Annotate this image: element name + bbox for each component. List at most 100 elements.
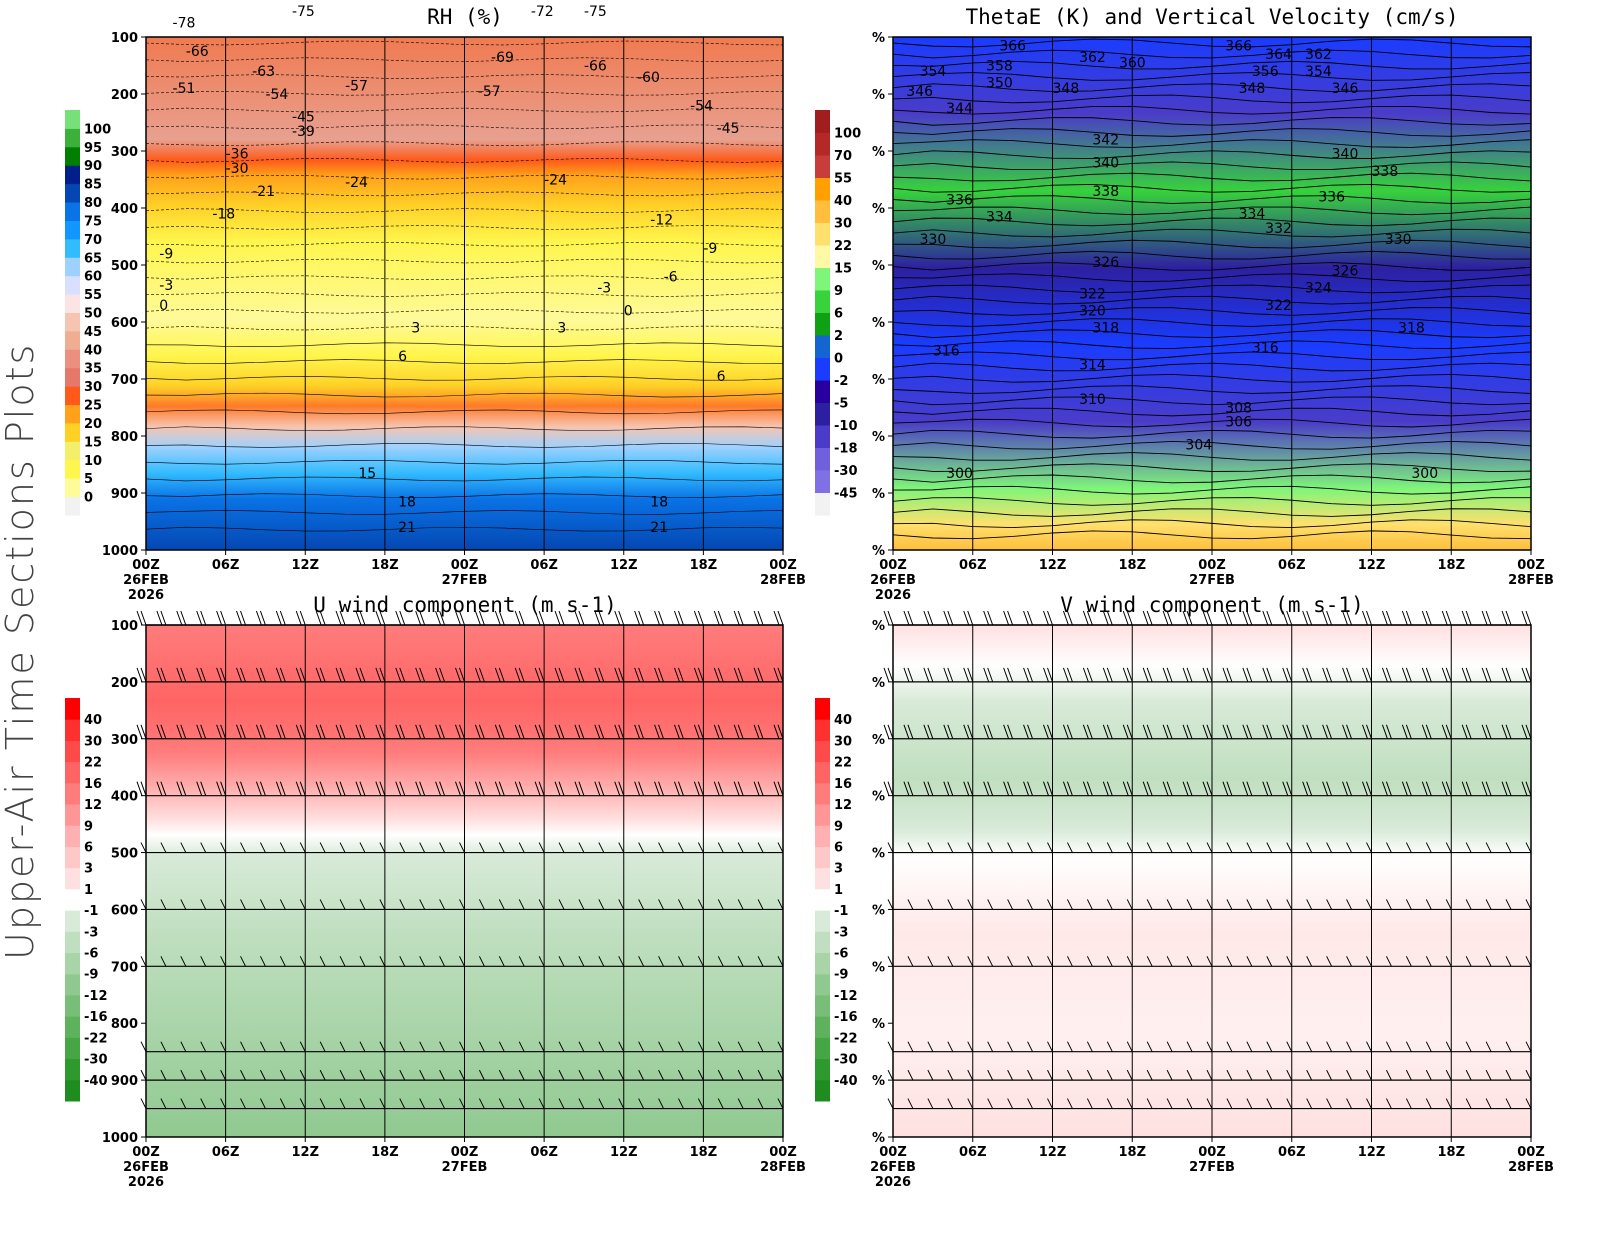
- wind-barb: [1346, 842, 1353, 853]
- wind-barb: [399, 842, 406, 853]
- colorbar-swatch: [65, 867, 80, 890]
- wind-barb: [614, 667, 621, 683]
- contour-line: [892, 217, 1532, 227]
- contour-label: 308: [1225, 400, 1252, 416]
- contour-label: 300: [1411, 466, 1438, 482]
- wind-barb: [399, 899, 406, 910]
- wind-barb: [1102, 667, 1109, 683]
- wind-barb: [1242, 781, 1249, 796]
- colorbar-label: -10: [834, 419, 858, 434]
- wind-barb: [339, 956, 346, 967]
- contour-label: -6: [664, 269, 678, 285]
- wind-barb: [379, 1098, 386, 1109]
- wind-barb: [259, 667, 266, 683]
- wind-barb: [1362, 724, 1368, 739]
- wind-barb: [1505, 1041, 1512, 1052]
- wind-barb: [399, 1041, 406, 1052]
- wind-barb: [578, 899, 585, 910]
- colorbar-label: 35: [84, 362, 102, 377]
- wind-barb: [1302, 667, 1309, 683]
- contour-line: [892, 396, 1532, 406]
- colorbar-label: 100: [84, 122, 111, 137]
- colorbar-label: 65: [84, 251, 102, 266]
- wind-barb: [1162, 781, 1169, 796]
- colorbar-swatch: [815, 447, 830, 471]
- wind-barb: [717, 842, 724, 853]
- wind-barb: [319, 781, 326, 796]
- wind-barb: [359, 1069, 366, 1081]
- wind-barb: [196, 781, 203, 796]
- contour-line: [892, 250, 1532, 260]
- wind-barb: [677, 781, 684, 796]
- wind-barb: [1086, 667, 1093, 683]
- wind-barb: [558, 1041, 565, 1052]
- wind-barb: [299, 899, 306, 910]
- wind-barb: [478, 667, 485, 683]
- contour-line: [892, 284, 1532, 294]
- wind-barb: [1242, 724, 1249, 739]
- colorbar-label: 25: [84, 399, 102, 414]
- wind-barb: [1066, 842, 1073, 853]
- wind-barb: [1445, 956, 1452, 967]
- colorbar-label: 100: [834, 127, 861, 142]
- wind-barb: [200, 956, 207, 967]
- colorbar-swatch: [815, 867, 830, 890]
- wind-barb: [967, 1098, 974, 1109]
- wind-barb: [498, 1041, 505, 1052]
- y-tick-label: 900: [111, 487, 138, 502]
- wind-barb: [1106, 1069, 1113, 1081]
- wind-barb: [279, 899, 286, 910]
- colorbar-swatch: [815, 782, 830, 805]
- wind-barb: [1326, 842, 1333, 853]
- wind-barb: [1007, 1098, 1014, 1109]
- wind-barb: [634, 610, 641, 626]
- wind-barb: [1381, 667, 1388, 683]
- contour-line: [892, 407, 1532, 417]
- wind-barb: [1226, 1041, 1233, 1052]
- wind-barb: [494, 724, 501, 739]
- wind-barb: [777, 842, 784, 853]
- contour-line: [145, 392, 784, 398]
- wind-barb: [1385, 842, 1392, 853]
- wind-barb: [943, 667, 950, 683]
- wind-barb: [1405, 724, 1412, 739]
- wind-barb: [1047, 667, 1053, 683]
- wind-barb: [1366, 899, 1372, 910]
- wind-barb: [359, 842, 366, 853]
- wind-barb: [1286, 610, 1293, 626]
- wind-barb: [638, 667, 645, 683]
- contour-label: 338: [1092, 184, 1119, 200]
- wind-barb: [777, 724, 784, 739]
- wind-barb: [538, 842, 545, 853]
- contour-line: [892, 262, 1532, 271]
- contour-label: -63: [252, 64, 275, 80]
- wind-barb: [419, 667, 426, 683]
- wind-barb: [1385, 667, 1392, 683]
- contour-line: [145, 225, 784, 230]
- wind-barb: [618, 956, 625, 967]
- wind-barb: [176, 724, 183, 739]
- wind-barb: [1405, 781, 1412, 796]
- wind-barb: [514, 724, 521, 739]
- wind-barb: [777, 899, 784, 910]
- contour-label: -69: [491, 50, 514, 66]
- wind-barb: [1126, 1069, 1133, 1081]
- wind-barb: [927, 956, 934, 967]
- contour-label: 334: [1239, 207, 1266, 223]
- contour-label: -60: [637, 70, 660, 86]
- x-tick-label: 00Z: [451, 1145, 479, 1160]
- wind-barb: [717, 1041, 724, 1052]
- contour-label: -57: [478, 84, 501, 100]
- y-tick-label: 1000: [102, 1131, 138, 1146]
- contour-label: 362: [1305, 47, 1332, 63]
- contour-label: 356: [1252, 64, 1279, 80]
- wind-barb: [967, 724, 974, 739]
- wind-barb: [1425, 781, 1432, 796]
- wind-barb: [638, 1069, 645, 1081]
- wind-barb: [907, 667, 914, 683]
- wind-barb: [355, 781, 362, 796]
- wind-barb: [379, 1041, 386, 1052]
- colorbar-label: 70: [834, 149, 852, 164]
- contour-line: [145, 342, 784, 348]
